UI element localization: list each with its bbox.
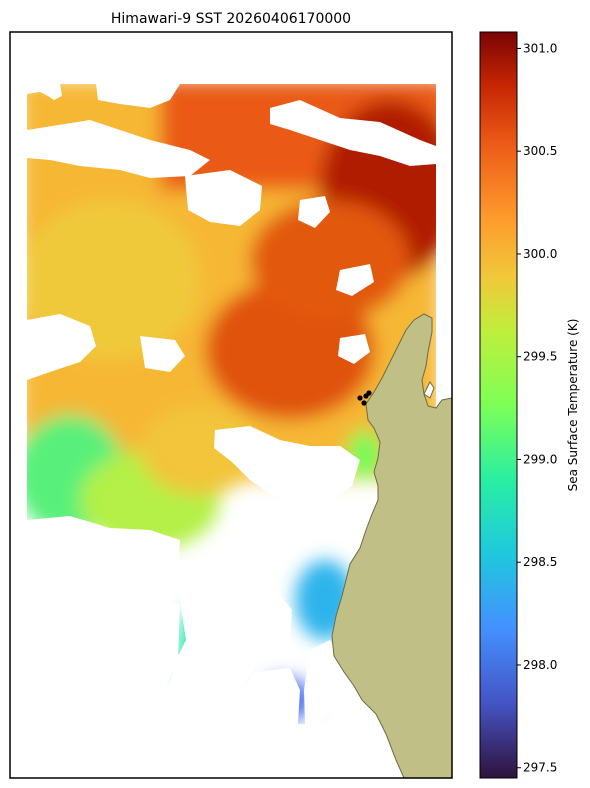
map-frame: [9, 31, 453, 779]
cloud-mask-top-left: [27, 84, 62, 100]
colorbar-tick-label: 298.0: [523, 658, 557, 672]
land-mass: [331, 313, 453, 779]
cloud-mask-west-middle: [27, 314, 96, 380]
cloud-mask-mid-east: [338, 334, 370, 364]
cloud-mask-west-pocket: [185, 170, 262, 226]
cloud-mask-central-south: [214, 426, 360, 504]
colorbar-tick-label: 298.5: [523, 555, 557, 569]
colorbar: 297.5 298.0 298.5 299.0 299.5 300.0 300.5 301.0…: [479, 31, 580, 779]
colorbar-tick-label: 300.5: [523, 144, 557, 158]
cloud-mask-mid-gap: [140, 336, 185, 372]
colorbar-label: Sea Surface Temperature (K): [566, 319, 580, 492]
cloud-mask-far-south-east: [304, 640, 340, 724]
cloud-mask-south-west: [27, 600, 180, 724]
chart-title: Himawari-9 SST 20260406170000: [111, 11, 351, 27]
cloud-mask-north-notch: [96, 84, 180, 108]
cloud-mask-southwest: [27, 516, 180, 604]
cloud-mask-center-hole2: [298, 196, 330, 228]
cloud-mask-north-band: [270, 100, 436, 166]
cloud-mask-west-gap: [27, 120, 210, 178]
sst-region-mid-gold: [140, 405, 260, 495]
marker: [357, 395, 363, 401]
cloud-mask-south-east: [236, 668, 300, 724]
cloud-mask-south-middle: [150, 560, 292, 724]
cloud-mask: [27, 84, 436, 724]
cloud-mask-center-holes: [336, 264, 374, 296]
colorbar-gradient: [479, 31, 518, 779]
colorbar-tick-label: 299.5: [523, 350, 557, 364]
colorbar-ticks: 297.5 298.0 298.5 299.0 299.5 300.0 300.5 301.0: [517, 41, 557, 775]
colorbar-tick-label: 297.5: [523, 761, 557, 775]
colorbar-tick-label: 300.0: [523, 247, 557, 261]
land-inlet: [423, 381, 435, 399]
sst-region-east-mid: [250, 200, 410, 320]
marker: [361, 400, 367, 406]
marker: [366, 390, 372, 396]
observation-markers: [357, 390, 372, 406]
colorbar-tick-label: 299.0: [523, 452, 557, 466]
colorbar-tick-label: 301.0: [523, 41, 557, 55]
